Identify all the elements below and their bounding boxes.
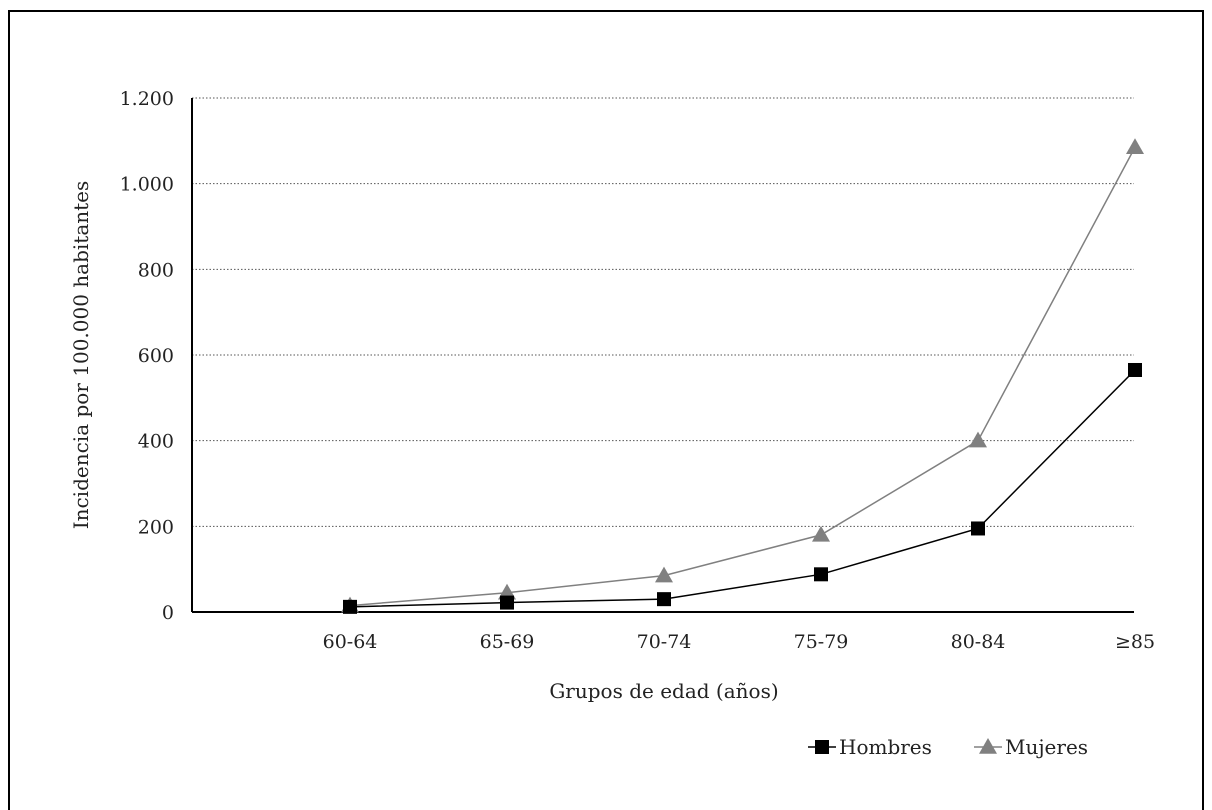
y-tick-label-400: 400 [138,431,174,453]
y-tick-label-1200: 1.200 [120,88,174,110]
gridlines [192,97,1134,527]
x-axis-title: Grupos de edad (años) [549,679,778,703]
series-line-1 [349,146,1136,607]
y-tick-label-200: 200 [138,516,174,538]
x-tick-label-5: ≥85 [1115,631,1155,653]
y-tick-label-800: 800 [138,259,174,281]
x-tick-label-4: 80-84 [951,631,1006,653]
legend-marker-0 [815,740,829,754]
y-axis: 0 200 400 600 800 1.000 1.200 [120,88,193,624]
legend-marker-1 [979,738,997,754]
y-axis-title: Incidencia por 100.000 habitantes [69,181,93,530]
data-point-1-1 [498,583,516,600]
legend-label-1: Mujeres [1005,735,1088,759]
y-tick-label-600: 600 [138,345,174,367]
x-tick-label-3: 75-79 [794,631,849,653]
series-line-0 [349,369,1136,608]
data-point-0-2 [657,592,671,607]
x-tick-label-1: 65-69 [480,631,535,653]
series-hombres [343,362,1142,614]
legend: Hombres Mujeres [808,735,1088,759]
data-point-1-2 [655,566,673,583]
data-point-1-4 [969,431,987,448]
data-point-0-4 [971,521,985,536]
data-point-1-5 [1126,138,1144,155]
series-mujeres [341,138,1144,613]
legend-label-0: Hombres [839,735,932,759]
data-point-0-1 [500,595,514,610]
data-point-1-3 [812,525,830,542]
data-point-0-0 [343,599,357,614]
data-point-0-3 [814,567,828,582]
series-group [341,138,1144,614]
chart-frame [8,10,1204,810]
y-tick-label-0: 0 [162,602,174,624]
x-tick-label-2: 70-74 [637,631,692,653]
data-point-0-5 [1128,362,1142,377]
y-tick-label-1000: 1.000 [120,174,174,196]
x-tick-label-0: 60-64 [323,631,378,653]
x-axis: 60-64 65-69 70-74 75-79 80-84 ≥85 [192,611,1155,653]
